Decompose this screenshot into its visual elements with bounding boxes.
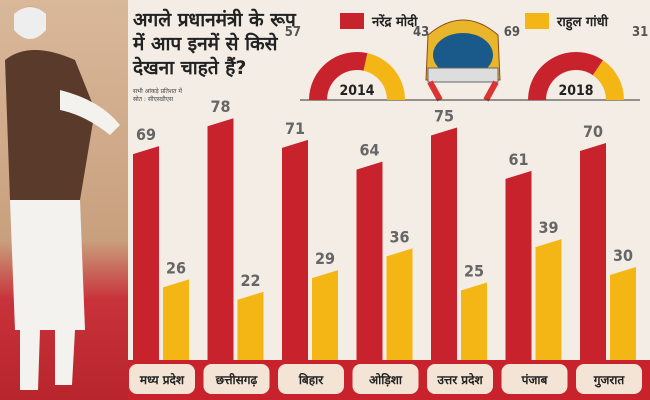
note-source: स्रोत : सीएसडीएस [133,96,174,103]
legend-swatch [525,13,549,29]
legend-item-rahul: राहुल गांधी [525,12,608,30]
bar-value-label: 61 [508,150,528,169]
note: सभी आंकड़े प्रतिशत में स्रोत : सीएसडीएस [133,88,182,104]
bar [580,143,606,360]
category-label: छत्तीसगढ़ [215,373,259,387]
bar-value-label: 36 [389,227,409,246]
bar-value-label: 29 [315,249,335,268]
legend-swatch [340,13,364,29]
bar [610,267,636,360]
category-pill [501,364,568,394]
category-pill [203,364,270,394]
donut-slice [528,52,603,100]
bar [356,161,383,360]
donut-year-label: 2018 [558,83,593,99]
bar-value-label: 69 [136,125,156,144]
category-label: मध्य प्रदेश [139,373,185,387]
donut-value-label: 69 [504,25,520,40]
legend-label: नरेंद्र मोदी [372,15,418,30]
category-label: ओड़िशा [369,373,403,387]
bar [312,270,338,360]
bar [535,239,562,360]
bar-value-label: 25 [464,262,484,281]
category-pill [278,364,344,394]
category-pill [129,364,195,394]
bar-value-label: 70 [583,122,603,141]
bar [133,146,159,360]
bar-value-label: 71 [285,119,305,138]
throne-icon [425,19,501,102]
chart-title: अगले प्रधानमंत्री के रूप में आप इनमें से… [133,9,296,79]
legend-item-modi: नरेंद्र मोदी [340,12,417,30]
bar [431,127,457,360]
bar-value-label: 64 [359,141,379,160]
legend-label: राहुल गांधी [557,15,608,30]
bar-value-label: 78 [210,97,230,116]
donut-slice [363,53,405,100]
category-pill [576,364,642,394]
bar [237,291,264,360]
category-label: पंजाब [521,373,549,387]
bar [282,139,308,360]
bar [163,279,189,360]
bar [461,282,487,360]
bar [505,170,532,360]
photo-background [0,0,128,400]
donut-value-label: 43 [413,25,429,40]
bar-value-label: 22 [240,271,260,290]
bar-value-label: 26 [166,258,186,277]
category-label: उत्तर प्रदेश [436,373,483,387]
donut-value-label: 31 [632,25,648,40]
bar-value-label: 75 [434,107,454,126]
bar [207,118,234,360]
donut-slice [309,51,368,100]
note-units: सभी आंकड़े प्रतिशत में [133,88,182,95]
category-label: गुजरात [593,373,626,388]
bar [386,248,413,360]
donut-slice [592,60,624,100]
donut-value-label: 57 [285,25,301,40]
bar-value-label: 39 [538,218,558,237]
category-pill [427,364,493,394]
bar-value-label: 30 [613,246,633,265]
person-illustration [5,6,120,390]
donut-year-label: 2014 [339,83,374,99]
category-label: बिहार [298,373,324,387]
category-pill [352,364,419,394]
